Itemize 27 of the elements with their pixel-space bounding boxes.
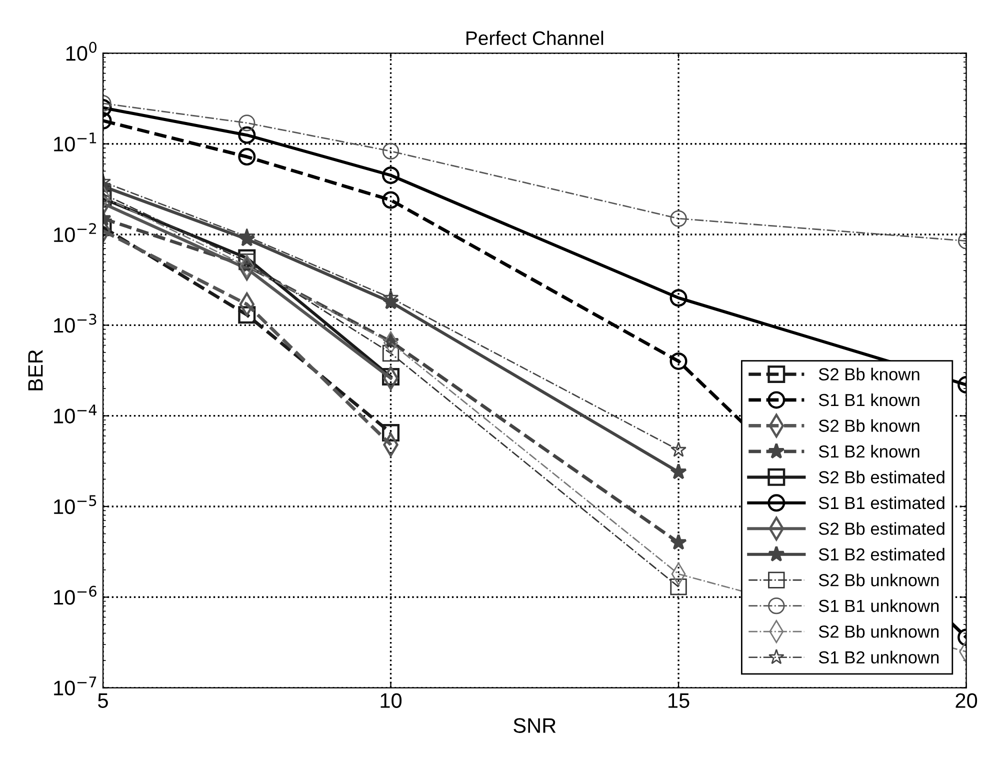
y-tick-label: 10$^{0}$: [66, 42, 96, 61]
legend-label: S1 B2 estimated: [818, 548, 944, 561]
x-tick-label: 20: [956, 693, 978, 708]
x-tick-label: 10: [380, 693, 402, 708]
legend-label: S2 Bb estimated: [818, 470, 944, 484]
y-tick-label: 10$^{−1}$: [54, 132, 96, 152]
legend-label: S2 Bb estimated: [818, 522, 944, 535]
y-axis-title: BER: [28, 350, 43, 390]
legend-label: S1 B1 estimated: [818, 496, 944, 510]
y-tick-label: 10$^{−3}$: [54, 314, 96, 333]
y-tick-label: 10$^{−6}$: [54, 586, 96, 605]
legend-label: S2 Bb unknown: [818, 625, 939, 638]
legend-label: S1 B2 unknown: [818, 650, 939, 664]
x-tick-label: 15: [668, 693, 690, 708]
legend-label: S2 Bb known: [818, 419, 920, 432]
legend-label: S1 B1 known: [818, 393, 920, 406]
y-tick-label: 10$^{−5}$: [54, 495, 96, 514]
y-tick-label: 10$^{−7}$: [54, 676, 96, 696]
legend-label: S2 Bb unknown: [818, 574, 939, 586]
y-tick-label: 10$^{−4}$: [54, 404, 97, 424]
x-axis-title: SNR: [514, 718, 556, 733]
legend-label: S2 Bb known: [818, 368, 920, 380]
y-tick-label: 10$^{−2}$: [54, 223, 96, 242]
legend-label: S1 B2 known: [818, 444, 920, 458]
legend-label: S1 B1 unknown: [818, 599, 939, 612]
chart-title: Perfect Channel: [466, 30, 604, 46]
x-tick-label: 5: [98, 693, 108, 708]
